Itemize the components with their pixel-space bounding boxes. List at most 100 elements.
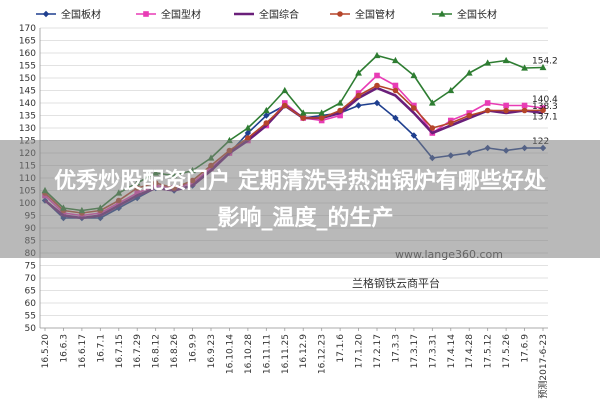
y-tick-label: 50 (25, 324, 37, 334)
legend-marker (438, 10, 446, 17)
x-tick-label: 16.7.1 (96, 334, 106, 363)
x-tick-label: 17.5.12 (484, 334, 494, 368)
x-tick-label: 17.1.20 (355, 334, 365, 369)
end-value-label: 138.3 (532, 102, 558, 112)
data-point (428, 99, 436, 106)
data-point (318, 109, 326, 116)
data-point (374, 72, 380, 79)
data-point (484, 107, 491, 114)
y-tick-label: 60 (25, 299, 37, 309)
data-point (466, 112, 473, 119)
y-tick-label: 130 (19, 124, 36, 134)
data-point (355, 102, 362, 109)
data-point (281, 86, 289, 94)
data-point (521, 107, 528, 114)
y-tick-label: 65 (25, 287, 36, 297)
data-point (484, 59, 492, 66)
data-point (263, 112, 270, 119)
data-point (318, 115, 325, 121)
data-point (539, 63, 547, 71)
y-tick-label: 160 (19, 49, 36, 59)
y-tick-label: 55 (25, 312, 36, 322)
caption-overlay (0, 140, 600, 258)
y-tick-label: 165 (19, 37, 36, 47)
x-tick-label: 17.3.3 (391, 334, 401, 363)
data-point (429, 125, 436, 131)
y-tick-label: 155 (19, 62, 36, 72)
y-tick-label: 135 (19, 112, 36, 122)
data-point (502, 56, 510, 64)
data-point (484, 100, 491, 106)
overlay-caption-line2: _影响_温度_的生产 (206, 206, 394, 231)
x-tick-label: 16.10.28 (244, 334, 254, 374)
data-point (245, 135, 251, 141)
data-point (465, 69, 473, 76)
end-value-label: 137.1 (532, 112, 558, 122)
legend-marker (42, 10, 50, 18)
y-tick-label: 145 (19, 87, 36, 97)
data-point (373, 99, 381, 107)
x-tick-label: 17.3.17 (410, 334, 420, 368)
data-point (521, 102, 528, 109)
data-point (373, 51, 381, 59)
data-point (392, 56, 399, 64)
data-point (337, 107, 343, 114)
end-value-label: 140.4 (532, 95, 558, 105)
x-tick-label: 16.11.25 (281, 334, 291, 374)
data-point (355, 92, 362, 99)
data-point (336, 99, 344, 106)
data-point (410, 71, 418, 79)
data-point (263, 120, 270, 126)
data-point (244, 129, 252, 137)
overlay-caption-line1: 优秀炒股配资门户 定期清洗导热油锅炉有哪些好处 (54, 169, 546, 194)
x-tick-label: 17.4.28 (465, 334, 475, 369)
data-point (337, 112, 343, 119)
x-tick-label: 16.12.23 (318, 334, 328, 374)
x-tick-label: 16.9.9 (189, 334, 199, 363)
data-point (410, 132, 418, 139)
legend-marker (143, 11, 149, 17)
data-point (503, 102, 509, 109)
data-point (281, 102, 288, 109)
data-point (355, 69, 362, 76)
data-point (262, 106, 270, 114)
y-tick-label: 75 (25, 262, 36, 272)
legend-item: 全国综合 (259, 8, 299, 21)
data-point (411, 105, 417, 111)
data-point (300, 115, 307, 121)
legend-item: 全国长材 (457, 8, 497, 21)
data-point (392, 82, 399, 89)
x-tick-label: 16.7.29 (133, 334, 143, 369)
x-tick-label: 17.6.9 (521, 334, 531, 363)
x-tick-label: 预测2017-6-23 (538, 334, 549, 399)
x-tick-label: 16.7.15 (115, 334, 125, 368)
data-point (447, 86, 455, 94)
legend-item: 全国管材 (355, 8, 395, 21)
data-point (521, 64, 528, 71)
y-tick-label: 70 (25, 274, 37, 284)
data-point (503, 107, 509, 114)
x-tick-label: 16.10.14 (225, 334, 235, 374)
data-point (244, 124, 252, 131)
x-tick-label: 16.6.3 (59, 334, 69, 363)
legend-item: 全国板材 (61, 8, 101, 21)
x-tick-label: 16.8.12 (152, 334, 162, 368)
data-point (540, 107, 546, 114)
x-tick-label: 16.8.26 (170, 334, 180, 369)
data-point (392, 114, 399, 122)
y-tick-label: 170 (19, 24, 36, 34)
x-tick-label: 16.9.23 (207, 334, 217, 368)
x-tick-label: 17.2.17 (373, 334, 383, 368)
x-tick-label: 16.5.20 (41, 334, 51, 369)
watermark-platform: 兰格钢铁云商平台 (352, 276, 440, 290)
y-tick-label: 140 (19, 99, 36, 109)
legend-item: 全国型材 (161, 8, 201, 21)
data-point (392, 87, 399, 94)
data-point (374, 82, 380, 89)
x-tick-label: 17.1.6 (336, 334, 346, 363)
legend-marker (337, 11, 343, 17)
legend: 全国板材 全国型材 全国综合 全国管材 全国长材 (36, 8, 497, 21)
data-point (299, 109, 307, 116)
x-tick-label: 17.4.14 (447, 334, 457, 369)
x-tick-label: 17.5.26 (502, 334, 512, 369)
